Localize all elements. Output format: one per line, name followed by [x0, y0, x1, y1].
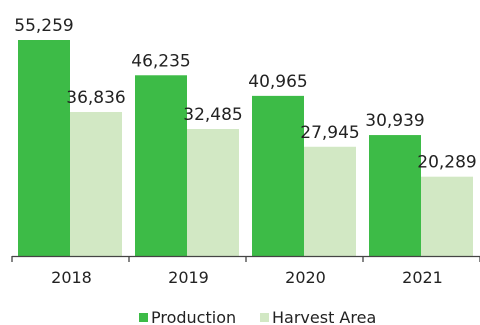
- harvest-area-value-label-2021: 20,289: [417, 153, 476, 173]
- production-legend-label: Production: [151, 308, 236, 325]
- x-tick-label-2020: 2020: [285, 268, 326, 287]
- harvest-area-legend-swatch: [260, 313, 269, 322]
- harvest-area-value-label-2019: 32,485: [183, 105, 242, 125]
- harvest-area-bar-2021: [421, 176, 473, 256]
- harvest-area-legend-label: Harvest Area: [272, 308, 376, 325]
- x-tick-label-2019: 2019: [168, 268, 209, 287]
- production-legend-swatch: [139, 313, 148, 322]
- harvest-area-bar-2019: [187, 129, 239, 256]
- bars-group: [18, 40, 473, 256]
- value-labels-group: 55,259 36,836 46,235 32,485 40,965 27,945 30,9…: [14, 16, 476, 173]
- production-value-label-2020: 40,965: [248, 72, 307, 92]
- production-bar-2018: [18, 40, 70, 256]
- harvest-area-bar-2020: [304, 146, 356, 256]
- production-bar-2020: [252, 95, 304, 256]
- production-bar-2019: [135, 75, 187, 256]
- x-tick-label-2021: 2021: [402, 268, 443, 287]
- harvest-area-value-label-2018: 36,836: [66, 88, 125, 108]
- x-axis: 2018 2019 2020 2021: [11, 255, 480, 287]
- production-value-label-2019: 46,235: [131, 51, 190, 71]
- production-value-label-2018: 55,259: [14, 16, 73, 36]
- harvest-area-bar-2018: [70, 112, 122, 256]
- harvest-area-value-label-2020: 27,945: [300, 123, 359, 143]
- production-bar-2021: [369, 135, 421, 256]
- legend: Production Harvest Area: [139, 308, 376, 325]
- production-value-label-2021: 30,939: [365, 111, 424, 131]
- x-tick-label-2018: 2018: [51, 268, 92, 287]
